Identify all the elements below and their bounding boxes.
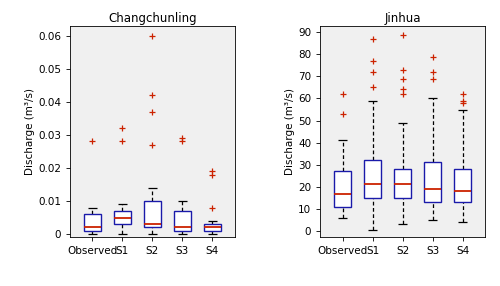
Y-axis label: Discharge (m³/s): Discharge (m³/s): [286, 88, 296, 175]
Bar: [114, 211, 131, 224]
Bar: [334, 171, 351, 206]
Bar: [394, 169, 411, 198]
Bar: [174, 211, 191, 231]
Bar: [454, 169, 471, 202]
Title: Jinhua: Jinhua: [384, 11, 421, 25]
Bar: [364, 160, 382, 198]
Bar: [144, 201, 161, 227]
Bar: [84, 214, 101, 231]
Bar: [204, 224, 221, 231]
Bar: [424, 162, 442, 202]
Y-axis label: Discharge (m³/s): Discharge (m³/s): [25, 88, 35, 175]
Title: Changchunling: Changchunling: [108, 11, 196, 25]
